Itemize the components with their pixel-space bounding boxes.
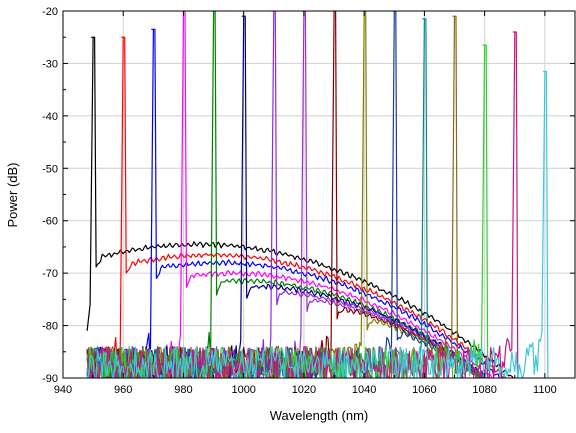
spectrum-line <box>86 11 490 378</box>
spectrum-line <box>86 15 487 378</box>
ticks: 940 960 980 1000 1020 1040 1060 1080 1100 -90 -80 -… <box>42 6 575 396</box>
x-tick-label: 1000 <box>231 384 255 396</box>
y-tick-label: -30 <box>42 58 58 70</box>
y-tick-label: -90 <box>42 373 58 385</box>
x-tick-label: 960 <box>114 384 132 396</box>
spectrum-line <box>86 11 485 378</box>
x-tick-label: 940 <box>54 384 72 396</box>
y-tick-label: -40 <box>42 111 58 123</box>
y-tick-label: -50 <box>42 163 58 175</box>
x-tick-label: 1040 <box>352 384 376 396</box>
y-axis-title: Power (dB) <box>5 162 20 227</box>
y-tick-label: -60 <box>42 216 58 228</box>
x-tick-label: 1100 <box>533 384 557 396</box>
spectrum-line <box>86 70 549 378</box>
y-tick-label: -20 <box>42 6 58 18</box>
y-tick-label: -80 <box>42 321 58 333</box>
series-group <box>86 11 549 378</box>
y-tick-label: -70 <box>42 268 58 280</box>
x-tick-label: 980 <box>174 384 192 396</box>
x-tick-label: 1060 <box>412 384 436 396</box>
x-tick-label: 1080 <box>472 384 496 396</box>
x-axis-title: Wavelength (nm) <box>270 408 369 423</box>
spectrum-line <box>86 36 514 378</box>
x-tick-label: 1020 <box>292 384 316 396</box>
